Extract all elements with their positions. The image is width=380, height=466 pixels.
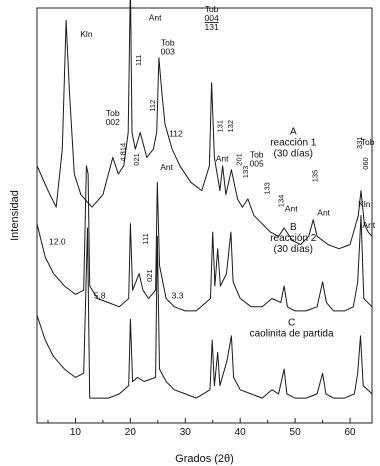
peak-label-tob005: 005 <box>250 158 264 168</box>
peak-label-r021a: 021 <box>132 153 141 166</box>
peak-label-r201: 201 <box>235 153 244 166</box>
x-tick-label: 10 <box>70 427 82 438</box>
peak-label-ant-edge: Ant <box>362 220 375 230</box>
peak-label-r111a: 111 <box>134 55 143 66</box>
trace-caption: (30 días) <box>274 244 313 255</box>
peak-label-r33: 3.3 <box>172 291 184 301</box>
x-axis-label: Grados (2θ) <box>175 453 234 465</box>
peak-label-tob002: 002 <box>106 117 120 127</box>
peak-label-tob003: Tob <box>161 37 175 47</box>
peak-label-r120: 12.0 <box>49 237 66 247</box>
series-line-b <box>36 165 373 312</box>
peak-label-r060: 060 <box>361 157 370 170</box>
plot-frame <box>36 7 373 424</box>
trace-caption: caolinita de partida <box>250 328 334 339</box>
peak-label-kln-b: Kln <box>80 29 93 39</box>
peak-label-r111b: 111 <box>141 233 150 244</box>
trace-name-c: C <box>288 317 295 328</box>
x-tick-label: 30 <box>180 427 192 438</box>
peak-label-r021b: 021 <box>145 269 154 282</box>
peak-label-tob002: Tob <box>106 108 120 118</box>
peak-label-tob005: Tob <box>250 149 264 159</box>
series-line-a <box>36 0 373 250</box>
trace-name-a: A <box>290 127 297 138</box>
series <box>36 0 373 399</box>
peak-label-r58: 5.8 <box>94 291 106 301</box>
peak-annotations: Tob001KlnTob0024.814020111021Ant112Tob00… <box>49 4 376 301</box>
axes <box>36 7 373 424</box>
peak-label-kln-b2: Kln <box>358 199 371 209</box>
peak-label-r112a: 112 <box>148 100 157 112</box>
peak-label-d4814: 4.814 <box>119 143 128 162</box>
peak-label-ant-b: Ant <box>160 162 173 172</box>
series-line-c <box>36 227 373 399</box>
peak-label-r112b: 112 <box>169 129 183 139</box>
y-axis-label: Intensidad <box>9 190 21 241</box>
trace-name-b: B <box>290 222 297 233</box>
x-tick-label: 20 <box>125 427 137 438</box>
peak-label-r133a: 133 <box>241 166 250 179</box>
x-tick-label: 50 <box>290 427 302 438</box>
peak-label-tob-edge: Tob <box>361 137 375 147</box>
x-tick-label: 40 <box>235 427 247 438</box>
peak-label-tob004: 131 <box>205 22 219 32</box>
peak-label-r131: 131 <box>215 120 224 133</box>
peak-label-r135: 135 <box>310 170 319 183</box>
peak-label-r133b: 133 <box>263 182 272 195</box>
x-ticks: 10 20 30 40 50 60 <box>47 418 356 438</box>
peak-label-r331: 331 <box>355 137 364 150</box>
peak-label-tob004: Tob <box>205 4 219 14</box>
peak-label-ant-a: Ant <box>149 12 162 22</box>
peak-label-ant-a2: Ant <box>216 154 229 164</box>
peak-label-ant-a4: Ant <box>317 208 330 218</box>
peak-label-ant-a3: Ant <box>285 203 298 213</box>
peak-label-tob004: 004 <box>205 13 219 23</box>
trace-caption: reacción 1 <box>270 138 317 149</box>
trace-caption: (30 días) <box>274 149 313 160</box>
peak-label-tob003: 003 <box>161 46 175 56</box>
x-tick-label: 60 <box>344 427 356 438</box>
peak-label-r132: 132 <box>226 120 235 133</box>
trace-caption: reacción 2 <box>270 233 317 244</box>
peak-label-r134: 134 <box>276 195 285 208</box>
